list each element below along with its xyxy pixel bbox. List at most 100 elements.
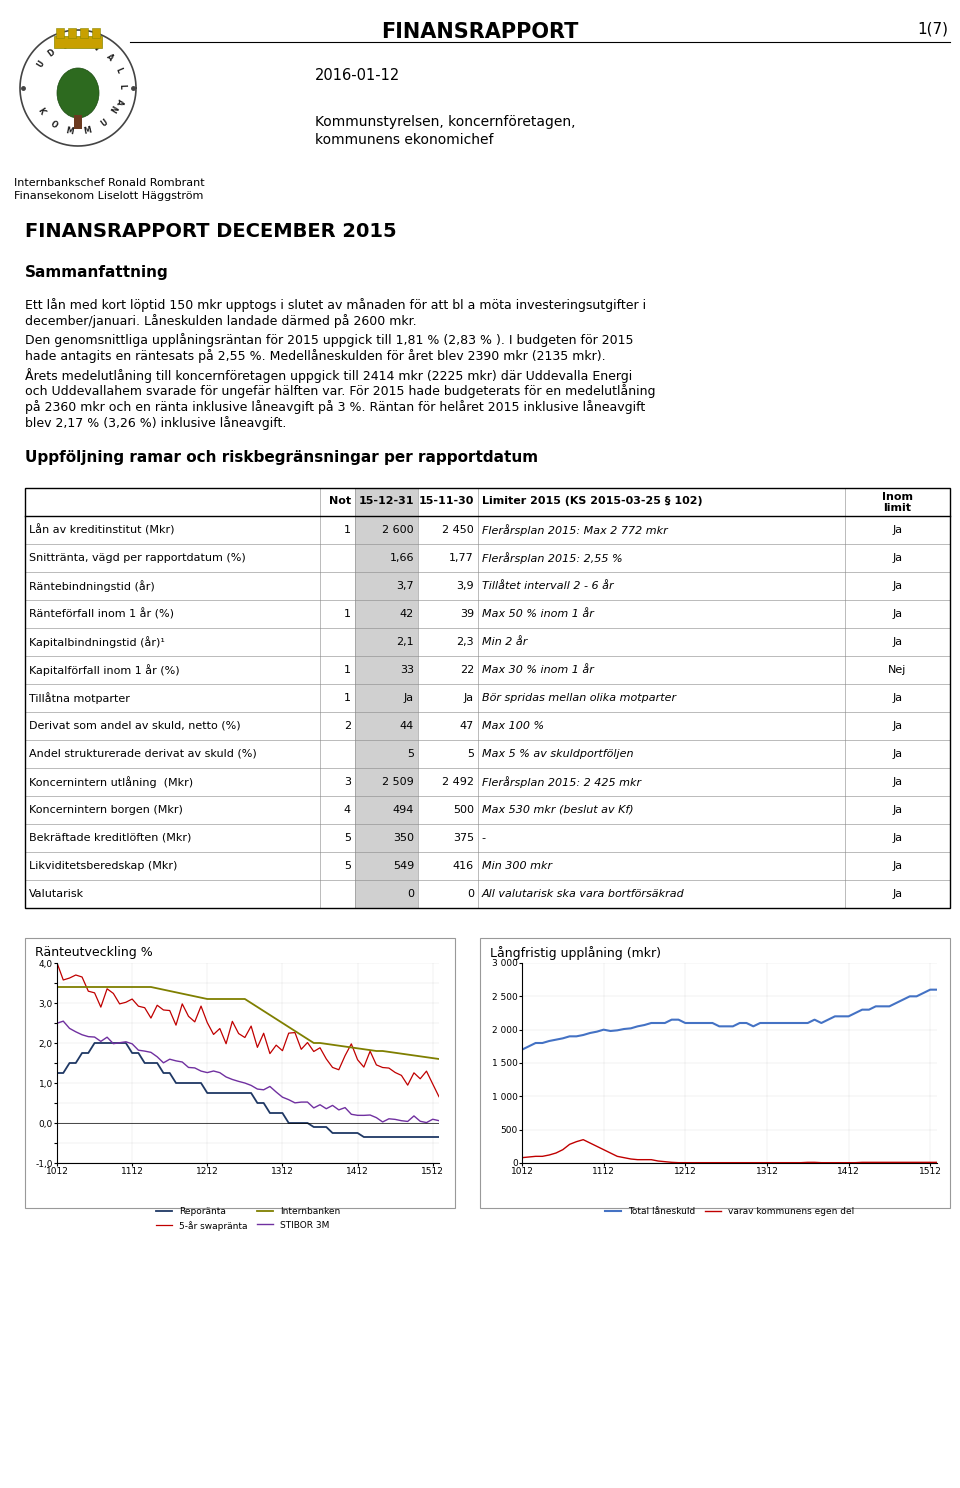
Bar [355, 488, 418, 908]
Bar [92, 28, 100, 39]
varav kommunens egen del [550, 1144, 562, 1162]
5-år swapränta [383, 1059, 395, 1077]
Text: Snittränta, vägd per rapportdatum (%): Snittränta, vägd per rapportdatum (%) [29, 554, 246, 562]
Text: Nej: Nej [888, 665, 906, 676]
Bar [56, 28, 64, 39]
Text: Internbankschef Ronald Rombrant: Internbankschef Ronald Rombrant [14, 179, 204, 187]
Text: 2 509: 2 509 [382, 777, 414, 787]
Text: 1: 1 [344, 665, 351, 676]
Text: 1: 1 [344, 525, 351, 536]
Internbanken [51, 978, 62, 995]
Reporänta [89, 1034, 101, 1052]
varav kommunens egen del [578, 1131, 589, 1149]
Text: D: D [61, 40, 70, 51]
Text: Ja: Ja [893, 525, 902, 536]
Text: E: E [79, 40, 84, 49]
Text: Ja: Ja [893, 833, 902, 844]
Text: 1,66: 1,66 [390, 554, 414, 562]
Reporänta [132, 1045, 144, 1062]
Bar [25, 937, 455, 1208]
Text: 2,3: 2,3 [456, 637, 474, 647]
varav kommunens egen del [781, 1153, 793, 1171]
Text: Likviditetsberedskap (Mkr): Likviditetsberedskap (Mkr) [29, 862, 178, 870]
Reporänta [358, 1128, 370, 1146]
Total låneskuld [625, 1019, 636, 1037]
Text: Andel strukturerade derivat av skuld (%): Andel strukturerade derivat av skuld (%) [29, 748, 256, 759]
STIBOR 3M [246, 1076, 257, 1094]
Bar [25, 488, 950, 908]
Text: Ränteutveckling %: Ränteutveckling % [35, 946, 153, 958]
Text: 1,77: 1,77 [449, 554, 474, 562]
STIBOR 3M [51, 1015, 62, 1033]
Text: FINANSRAPPORT: FINANSRAPPORT [381, 22, 579, 42]
Total låneskuld [516, 1040, 528, 1058]
Text: Tillåtna motparter: Tillåtna motparter [29, 692, 130, 704]
STIBOR 3M [433, 1112, 444, 1129]
Text: Bekräftade kreditlöften (Mkr): Bekräftade kreditlöften (Mkr) [29, 833, 191, 844]
Bar [54, 36, 102, 48]
Reporänta [51, 1064, 62, 1082]
5-år swapränta [51, 954, 62, 972]
Text: Ja: Ja [893, 805, 902, 815]
Text: Kapitalbindningstid (år)¹: Kapitalbindningstid (år)¹ [29, 635, 165, 647]
Text: Ja: Ja [893, 722, 902, 731]
Text: 2,1: 2,1 [396, 637, 414, 647]
Text: Uppföljning ramar och riskbegränsningar per rapportdatum: Uppföljning ramar och riskbegränsningar … [25, 449, 539, 464]
Text: L: L [117, 83, 127, 89]
Text: kommunens ekonomichef: kommunens ekonomichef [315, 132, 493, 147]
varav kommunens egen del [931, 1153, 943, 1171]
Reporänta [396, 1128, 407, 1146]
STIBOR 3M [89, 1028, 101, 1046]
varav kommunens egen del [516, 1149, 528, 1167]
Text: Ja: Ja [893, 777, 902, 787]
Text: 15-12-31: 15-12-31 [358, 496, 414, 506]
Total låneskuld [931, 981, 943, 998]
varav kommunens egen del [605, 1144, 616, 1162]
Text: Kapitalförfall inom 1 år (%): Kapitalförfall inom 1 år (%) [29, 664, 180, 676]
Text: Ja: Ja [893, 862, 902, 870]
Text: Ja: Ja [893, 748, 902, 759]
5-år swapränta [127, 990, 138, 1007]
Total låneskuld [768, 1015, 780, 1033]
Total låneskuld [598, 1021, 610, 1039]
5-år swapränta [283, 1024, 295, 1042]
Text: Ja: Ja [893, 693, 902, 702]
Text: 500: 500 [453, 805, 474, 815]
varav kommunens egen del [673, 1153, 684, 1171]
Text: Räntebindningstid (år): Räntebindningstid (år) [29, 580, 155, 592]
Text: 2 450: 2 450 [443, 525, 474, 536]
Text: blev 2,17 % (3,26 %) inklusive låneavgift.: blev 2,17 % (3,26 %) inklusive låneavgif… [25, 417, 286, 430]
Text: Ja: Ja [893, 554, 902, 562]
Text: 350: 350 [393, 833, 414, 844]
Text: All valutarisk ska vara bortförsäkrad: All valutarisk ska vara bortförsäkrad [482, 888, 684, 899]
Text: Not: Not [329, 496, 351, 506]
Text: A: A [114, 97, 125, 106]
Text: K: K [36, 107, 46, 116]
Bar [480, 937, 950, 1208]
STIBOR 3M [58, 1012, 69, 1030]
Internbanken [83, 978, 94, 995]
Internbanken [152, 979, 163, 997]
varav kommunens egen del [632, 1150, 643, 1168]
Internbanken [427, 1049, 439, 1067]
Bar [74, 115, 82, 129]
Text: 4: 4 [344, 805, 351, 815]
Text: O: O [48, 119, 59, 129]
Total låneskuld [720, 1018, 732, 1036]
Text: 3,7: 3,7 [396, 580, 414, 591]
Text: Limiter 2015 (KS 2015-03-25 § 102): Limiter 2015 (KS 2015-03-25 § 102) [482, 496, 703, 506]
Text: 3,9: 3,9 [456, 580, 474, 591]
Text: 33: 33 [400, 665, 414, 676]
Internbanken [433, 1051, 444, 1068]
Text: 2 492: 2 492 [442, 777, 474, 787]
Text: Tillåtet intervall 2 - 6 år: Tillåtet intervall 2 - 6 år [482, 580, 613, 591]
Text: Långfristig upplåning (mkr): Långfristig upplåning (mkr) [490, 946, 661, 960]
Line: varav kommunens egen del: varav kommunens egen del [522, 1140, 937, 1162]
STIBOR 3M [420, 1113, 432, 1131]
Text: Koncernintern utlåning  (Mkr): Koncernintern utlåning (Mkr) [29, 777, 193, 789]
Internbanken [283, 1018, 295, 1036]
Text: Ett lån med kort löptid 150 mkr upptogs i slutet av månaden för att bl a möta in: Ett lån med kort löptid 150 mkr upptogs … [25, 298, 646, 312]
Text: Flerårsplan 2015: Max 2 772 mkr: Flerårsplan 2015: Max 2 772 mkr [482, 524, 668, 536]
Text: 39: 39 [460, 609, 474, 619]
Reporänta [83, 1045, 94, 1062]
